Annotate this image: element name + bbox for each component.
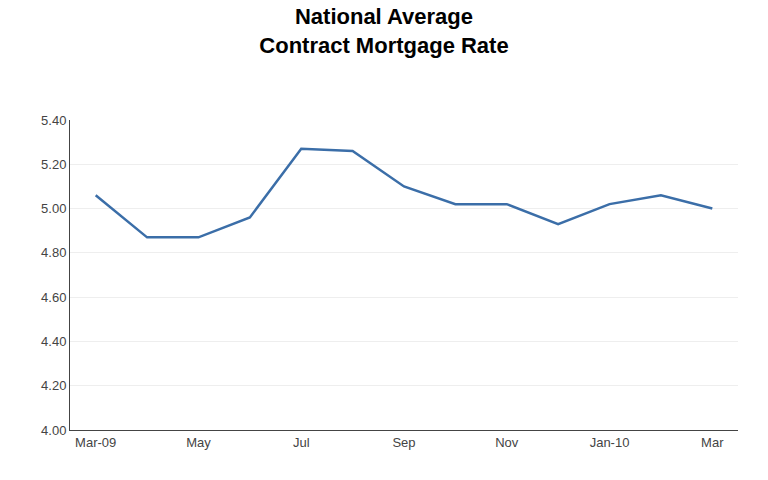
svg-text:4.40: 4.40 <box>41 334 66 349</box>
svg-text:4.00: 4.00 <box>41 423 66 438</box>
svg-text:4.20: 4.20 <box>41 378 66 393</box>
svg-text:5.00: 5.00 <box>41 201 66 216</box>
svg-text:4.60: 4.60 <box>41 290 66 305</box>
svg-text:4.80: 4.80 <box>41 245 66 260</box>
svg-text:5.40: 5.40 <box>41 113 66 128</box>
svg-text:Mar-09: Mar-09 <box>75 435 116 450</box>
svg-text:5.20: 5.20 <box>41 157 66 172</box>
svg-text:Jan-10: Jan-10 <box>590 435 630 450</box>
svg-text:May: May <box>186 435 211 450</box>
svg-text:Jul: Jul <box>293 435 310 450</box>
svg-text:Sep: Sep <box>392 435 415 450</box>
svg-text:National AverageContract Mortg: National AverageContract Mortgage Rate <box>259 4 508 58</box>
svg-text:Nov: Nov <box>495 435 519 450</box>
svg-text:Mar: Mar <box>701 435 724 450</box>
